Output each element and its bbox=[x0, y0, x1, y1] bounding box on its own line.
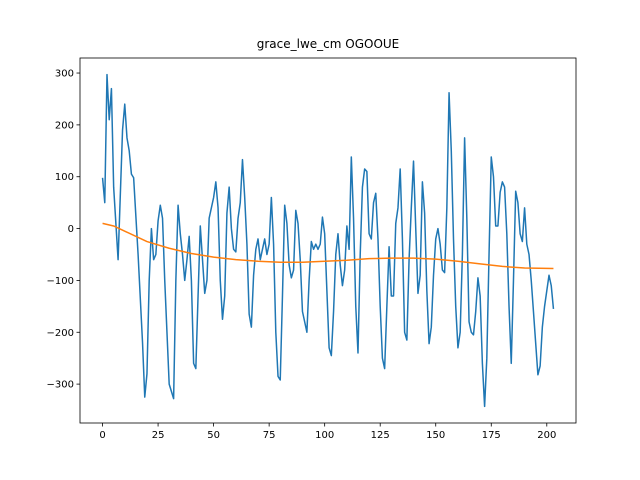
data-line bbox=[101, 73, 555, 408]
chart-title: grace_lwe_cm OGOOUE bbox=[257, 37, 400, 51]
x-tick-label: 75 bbox=[263, 430, 276, 441]
data-line bbox=[102, 222, 554, 270]
y-tick-label: 200 bbox=[55, 120, 74, 131]
y-tick-label: −300 bbox=[47, 380, 74, 391]
x-tick-label: 50 bbox=[207, 430, 220, 441]
x-tick-label: 200 bbox=[537, 430, 556, 441]
plot-frame bbox=[79, 57, 577, 424]
y-tick-label: −100 bbox=[47, 276, 74, 287]
y-tick-label: 0 bbox=[68, 224, 74, 235]
x-tick-label: 25 bbox=[152, 430, 165, 441]
x-tick-label: 150 bbox=[426, 430, 445, 441]
x-tick-label: 175 bbox=[482, 430, 501, 441]
x-tick-label: 100 bbox=[315, 430, 334, 441]
y-tick-label: 300 bbox=[55, 69, 74, 80]
x-tick-label: 0 bbox=[99, 430, 105, 441]
y-tick-label: 100 bbox=[55, 172, 74, 183]
x-tick-label: 125 bbox=[371, 430, 390, 441]
y-tick-label: −200 bbox=[47, 328, 74, 339]
